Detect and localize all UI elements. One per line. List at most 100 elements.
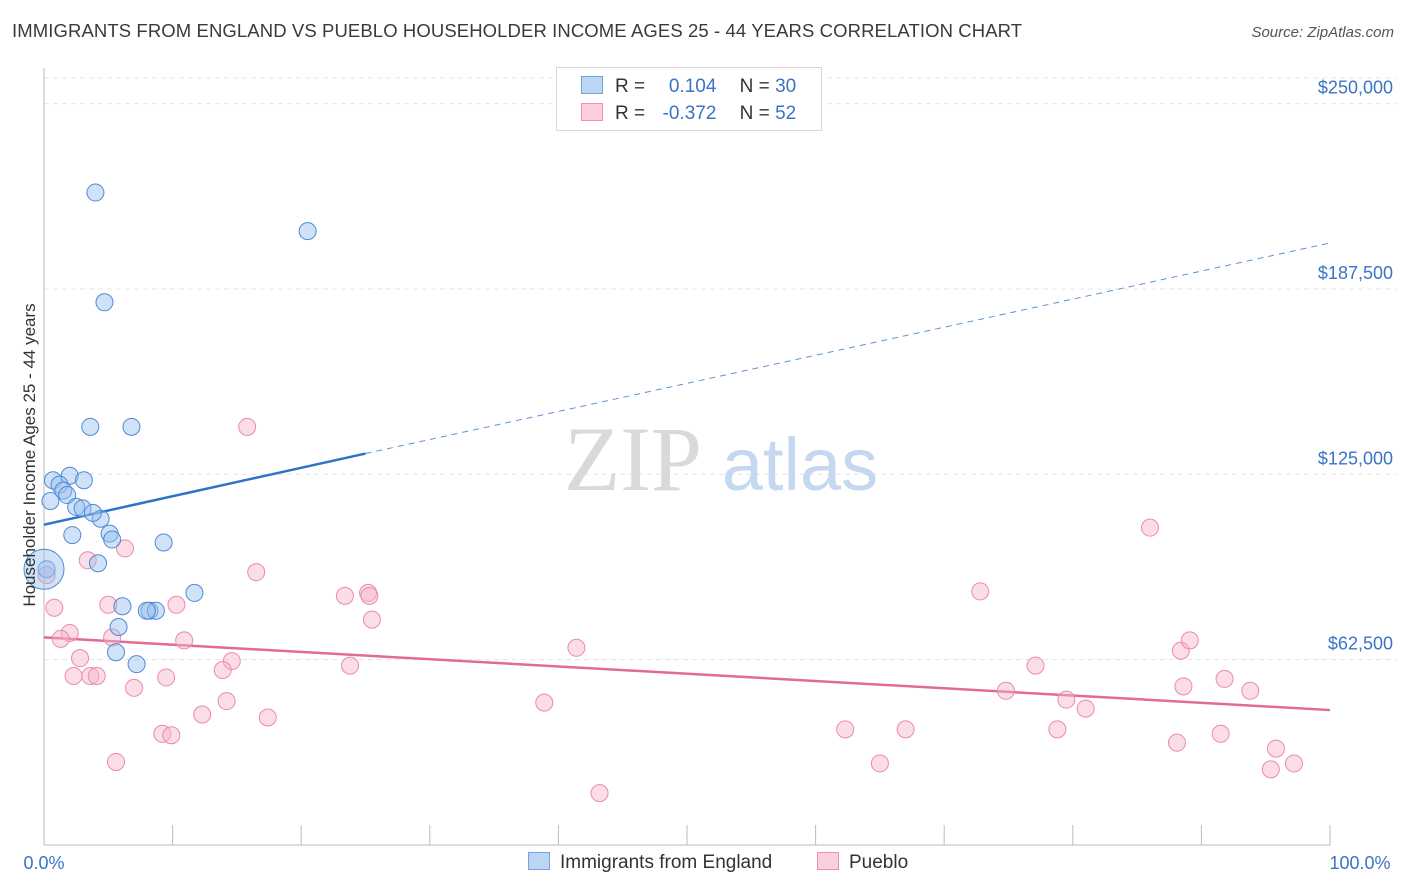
point-pueblo [217, 692, 236, 711]
legend-label-england: Immigrants from England [560, 852, 773, 873]
point-england [95, 293, 114, 312]
source-label: Source: ZipAtlas.com [1251, 24, 1394, 41]
point-pueblo [107, 752, 126, 771]
legend-row-pueblo: R = -0.372 N = 52 [581, 103, 796, 127]
point-england [67, 497, 86, 516]
point-pueblo [103, 628, 122, 647]
y-tick-label: $187,500 [1318, 263, 1393, 283]
point-pueblo [60, 623, 79, 642]
point-england [63, 526, 82, 545]
point-pueblo [590, 784, 609, 803]
point-pueblo [162, 726, 181, 745]
point-england [127, 655, 146, 674]
point-pueblo [78, 551, 97, 570]
point-pueblo [971, 582, 990, 601]
point-england [81, 417, 100, 436]
legend-n-label: N = [739, 103, 770, 124]
point-england [185, 583, 204, 602]
point-england [107, 643, 126, 662]
legend-n-value: 52 [775, 103, 797, 124]
point-england-large [23, 548, 65, 590]
y-tick-label: $62,500 [1328, 634, 1393, 654]
point-pueblo [335, 586, 354, 605]
point-pueblo [258, 708, 277, 727]
point-pueblo [1171, 641, 1190, 660]
point-pueblo [157, 668, 176, 687]
y-axis-label: Householder Income Ages 25 - 44 years [20, 303, 39, 606]
axis-labels: Householder Income Ages 25 - 44 years 0.… [20, 78, 1393, 873]
point-pueblo [1057, 690, 1076, 709]
point-pueblo [238, 417, 257, 436]
point-pueblo [362, 610, 381, 629]
point-england [103, 530, 122, 549]
point-england [154, 533, 173, 552]
data-points [23, 183, 1303, 803]
point-england [109, 618, 128, 637]
axes [43, 68, 1331, 846]
watermark-zip: ZIP [564, 408, 702, 510]
point-pueblo [125, 678, 144, 697]
y-tick-label: $125,000 [1318, 448, 1393, 468]
point-pueblo [1241, 681, 1260, 700]
point-england [60, 466, 79, 485]
point-pueblo [64, 666, 83, 685]
point-england [113, 597, 132, 616]
legend-label-pueblo: Pueblo [849, 852, 909, 873]
point-pueblo [1076, 699, 1095, 718]
point-pueblo [247, 563, 266, 582]
point-pueblo [116, 539, 135, 558]
point-pueblo [1026, 656, 1045, 675]
point-pueblo [1140, 518, 1159, 537]
point-pueblo [1167, 733, 1186, 752]
legend-n-label: N = [739, 76, 770, 97]
watermark: ZIP atlas [564, 408, 878, 510]
point-pueblo [99, 595, 118, 614]
point-pueblo [341, 656, 360, 675]
trend-line-england [43, 452, 366, 526]
legend-r-value: -0.372 [662, 103, 717, 124]
point-pueblo [153, 724, 172, 743]
legend-row-england: R = 0.104 N = 30 [581, 76, 796, 100]
point-england [73, 499, 92, 518]
point-pueblo [836, 720, 855, 739]
point-pueblo [1284, 754, 1303, 773]
point-england [89, 554, 108, 573]
point-pueblo [359, 583, 378, 602]
point-england [137, 601, 156, 620]
point-pueblo [1180, 631, 1199, 650]
point-england [86, 183, 105, 202]
point-pueblo [1174, 677, 1193, 696]
point-pueblo [1261, 760, 1280, 779]
point-pueblo [870, 754, 889, 773]
point-pueblo [360, 586, 379, 605]
legend-item-pueblo: Pueblo [817, 852, 908, 874]
watermark-atlas: atlas [722, 423, 878, 506]
point-pueblo [175, 631, 194, 650]
point-england [37, 560, 56, 579]
legend-r-value: 0.104 [668, 76, 717, 97]
point-pueblo [193, 705, 212, 724]
point-pueblo [535, 693, 554, 712]
legend-r-label: R = [615, 103, 646, 124]
point-england [41, 491, 60, 510]
legend-swatch-pueblo [817, 852, 839, 870]
x-tick-max: 100.0% [1329, 853, 1390, 873]
point-pueblo [1266, 739, 1285, 758]
grid-lines [44, 77, 1396, 661]
legend-swatch-pueblo [581, 103, 603, 121]
trend-line-pueblo [43, 636, 1331, 712]
point-england [122, 417, 141, 436]
point-pueblo [213, 661, 232, 680]
point-england [74, 471, 93, 490]
trend-line-england-extended [365, 242, 1331, 455]
trend-lines [43, 242, 1331, 712]
legend-r-label: R = [615, 76, 646, 97]
y-tick-label: $250,000 [1318, 78, 1393, 98]
legend-swatch-england [528, 852, 550, 870]
point-pueblo [1215, 669, 1234, 688]
legend-item-england: Immigrants from England [528, 852, 772, 874]
point-pueblo [1048, 720, 1067, 739]
point-pueblo [1211, 724, 1230, 743]
point-pueblo [896, 720, 915, 739]
